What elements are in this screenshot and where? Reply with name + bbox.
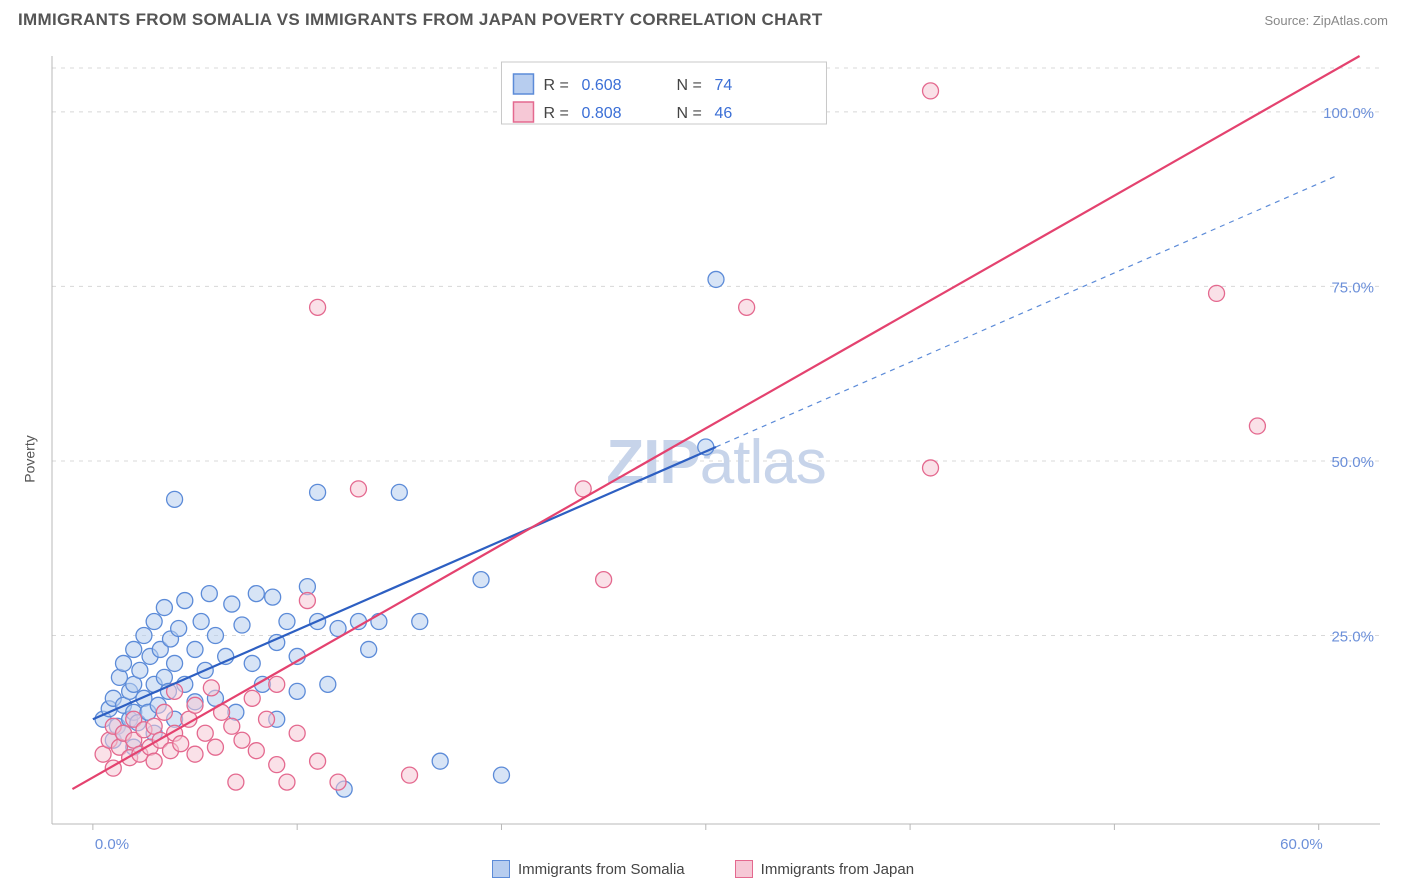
y-axis-label: Poverty: [22, 435, 38, 482]
legend-item-somalia: Immigrants from Somalia: [492, 860, 685, 878]
svg-text:75.0%: 75.0%: [1331, 279, 1374, 296]
svg-text:100.0%: 100.0%: [1323, 105, 1374, 122]
svg-text:60.0%: 60.0%: [1280, 836, 1323, 853]
legend-label: Immigrants from Japan: [761, 861, 914, 878]
svg-text:0.0%: 0.0%: [95, 836, 129, 853]
svg-text:0.608: 0.608: [581, 77, 621, 94]
svg-text:0.808: 0.808: [581, 105, 621, 122]
legend-swatch-icon: [492, 860, 510, 878]
svg-text:74: 74: [714, 77, 732, 94]
chart-area: Poverty ZIPatlas 0.0% 60.0% 25.0% 50.0% 75.0%…: [0, 34, 1406, 884]
svg-text:R =: R =: [543, 105, 568, 122]
svg-text:46: 46: [714, 105, 732, 122]
svg-text:N =: N =: [676, 105, 701, 122]
svg-text:25.0%: 25.0%: [1331, 628, 1374, 645]
bottom-legend: Immigrants from Somalia Immigrants from …: [0, 860, 1406, 878]
svg-text:50.0%: 50.0%: [1331, 454, 1374, 471]
svg-text:ZIPatlas: ZIPatlas: [606, 428, 825, 497]
legend-label: Immigrants from Somalia: [518, 861, 685, 878]
svg-text:N =: N =: [676, 77, 701, 94]
chart-title: IMMIGRANTS FROM SOMALIA VS IMMIGRANTS FR…: [18, 10, 823, 30]
svg-text:R =: R =: [543, 77, 568, 94]
legend-item-japan: Immigrants from Japan: [735, 860, 914, 878]
header: IMMIGRANTS FROM SOMALIA VS IMMIGRANTS FR…: [0, 0, 1406, 34]
source-label: Source: ZipAtlas.com: [1264, 13, 1388, 28]
scatter-chart: ZIPatlas 0.0% 60.0% 25.0% 50.0% 75.0% 100.0% R …: [0, 34, 1406, 884]
legend-swatch-icon: [735, 860, 753, 878]
